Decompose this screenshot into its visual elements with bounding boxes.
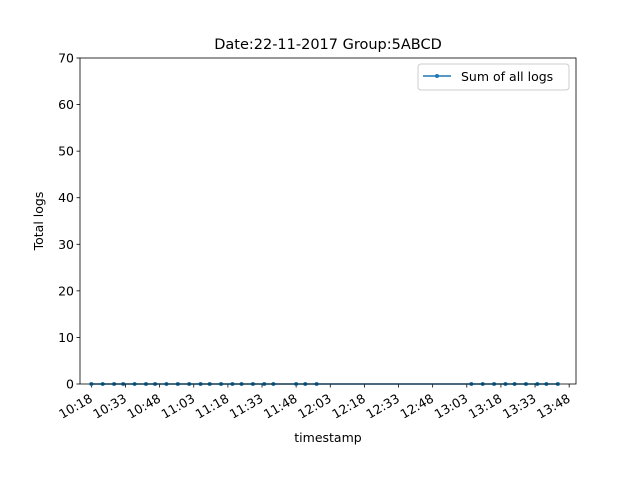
chart-title: Date:22-11-2017 Group:5ABCD [214,37,442,53]
x-axis-label: timestamp [294,430,361,445]
y-tick-label: 0 [66,377,74,392]
legend-label: Sum of all logs [461,69,553,84]
y-tick-label: 70 [58,51,74,66]
y-tick-label: 30 [58,237,74,252]
y-axis-label: Total logs [31,192,46,252]
plot-area-frame [79,57,577,385]
y-axis: 0 10 20 30 40 50 60 70 [58,51,80,392]
y-tick-label: 50 [58,144,74,159]
y-tick-label: 40 [58,190,74,205]
legend-box [417,63,570,91]
legend-dot-marker [435,74,439,78]
y-tick-label: 10 [58,330,74,345]
y-tick-label: 20 [58,283,74,298]
y-tick-label: 60 [58,97,74,112]
legend: Sum of all logs [417,63,570,91]
